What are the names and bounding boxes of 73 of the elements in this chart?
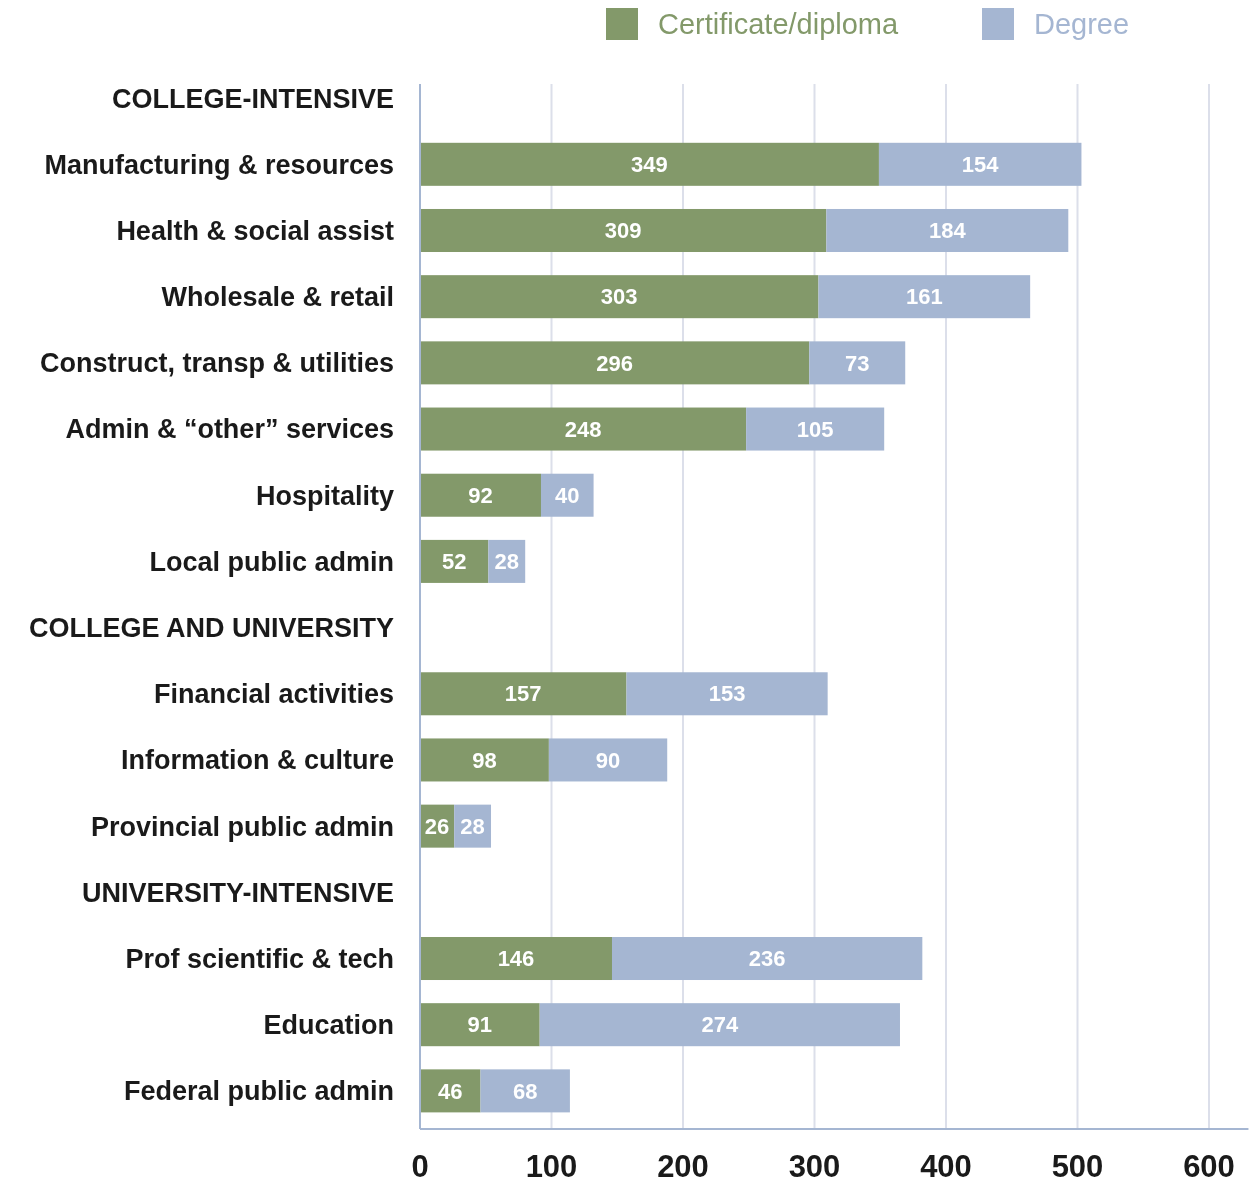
data-label: 349 <box>631 152 668 178</box>
bar <box>540 473 594 517</box>
y-tick-label: Information & culture <box>120 745 394 776</box>
data-label: 92 <box>468 482 493 508</box>
data-label: 105 <box>796 416 834 442</box>
data-label: 28 <box>460 813 485 839</box>
bar <box>809 341 906 385</box>
bar <box>420 672 627 716</box>
data-label: 236 <box>748 946 786 972</box>
x-tick-label: 400 <box>920 1149 972 1184</box>
data-label: 68 <box>512 1078 538 1104</box>
y-tick-label: Health & social assist <box>116 215 394 246</box>
bar <box>420 1003 540 1047</box>
bar <box>878 142 1082 186</box>
y-tick-label: Prof scientific & tech <box>125 943 394 974</box>
y-tick-label: COLLEGE AND UNIVERSITY <box>28 613 394 644</box>
bar <box>420 473 541 517</box>
y-tick-label: Education <box>263 1010 394 1041</box>
y-tick-label: Hospitality <box>255 480 394 511</box>
bar <box>420 539 489 583</box>
bar <box>420 738 549 782</box>
data-label: 157 <box>504 681 542 707</box>
data-label: 40 <box>555 482 580 508</box>
bar <box>611 937 923 981</box>
y-tick-label: Construct, transp & utilities <box>39 348 394 379</box>
data-label: 161 <box>905 284 943 310</box>
bar <box>420 208 827 252</box>
bar <box>539 1003 900 1047</box>
y-tick-label: COLLEGE-INTENSIVE <box>111 83 394 114</box>
x-tick-label: 300 <box>788 1149 841 1184</box>
data-label: 248 <box>564 416 602 442</box>
data-label: 46 <box>438 1078 463 1104</box>
bar <box>746 407 885 451</box>
y-tick-label: Manufacturing & resources <box>44 149 394 180</box>
data-label: 153 <box>708 681 746 707</box>
data-label: 91 <box>467 1012 493 1038</box>
bar <box>818 275 1031 319</box>
legend-label: Certificate/diploma <box>658 8 900 41</box>
bar <box>420 275 819 319</box>
data-label: 296 <box>596 350 633 376</box>
data-label: 274 <box>701 1012 739 1038</box>
data-label: 28 <box>494 549 520 575</box>
data-label: 26 <box>424 813 450 839</box>
y-tick-label: Provincial public admin <box>90 811 394 842</box>
data-label: 184 <box>928 218 967 244</box>
legend-label: Degree <box>1034 8 1130 41</box>
y-tick-label: Local public admin <box>149 546 394 577</box>
bar <box>420 341 810 385</box>
bar <box>420 937 612 981</box>
bar <box>480 1069 570 1113</box>
y-tick-label: Federal public admin <box>123 1076 394 1107</box>
data-label: 90 <box>595 747 621 773</box>
bar <box>548 738 668 782</box>
y-tick-label: Financial activities <box>153 679 394 710</box>
y-tick-label: Admin & “other” services <box>65 414 394 445</box>
x-tick-label: 600 <box>1183 1149 1235 1184</box>
y-tick-label: Wholesale & retail <box>161 282 394 313</box>
x-tick-label: 0 <box>411 1149 429 1184</box>
data-label: 154 <box>961 152 1000 178</box>
x-tick-label: 200 <box>657 1149 709 1184</box>
x-tick-label: 100 <box>525 1149 578 1184</box>
data-label: 98 <box>472 747 497 773</box>
bar <box>420 142 879 186</box>
x-tick-label: 500 <box>1051 1149 1104 1184</box>
data-label: 52 <box>441 549 467 575</box>
bar <box>420 407 747 451</box>
data-label: 303 <box>600 284 638 310</box>
data-label: 309 <box>604 218 642 244</box>
bar <box>826 208 1069 252</box>
y-tick-label: UNIVERSITY-INTENSIVE <box>81 877 394 908</box>
data-label: 146 <box>497 946 535 972</box>
bar <box>626 672 828 716</box>
data-label: 73 <box>845 350 870 376</box>
